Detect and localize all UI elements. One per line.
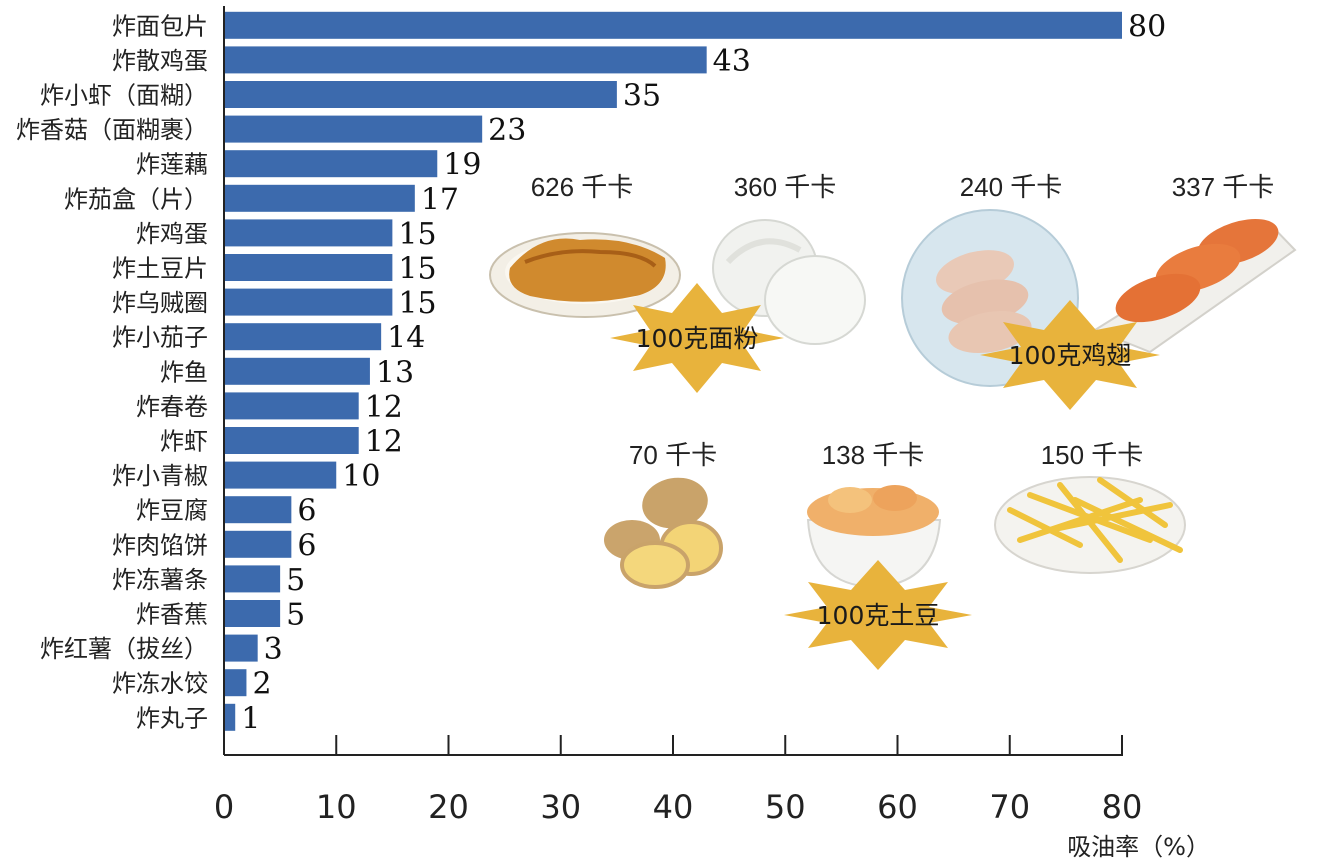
category-label: 炸豆腐 — [136, 497, 208, 525]
bar — [224, 669, 247, 697]
bar — [224, 600, 281, 627]
bar — [224, 46, 707, 74]
bar — [224, 703, 236, 731]
value-label: 6 — [297, 528, 316, 563]
category-label: 炸冻薯条 — [112, 566, 208, 594]
bar — [224, 461, 337, 489]
x-tick-label: 70 — [989, 788, 1030, 826]
category-label: 炸春卷 — [136, 393, 208, 421]
x-tick-label: 80 — [1102, 788, 1143, 826]
x-tick-label: 60 — [877, 788, 918, 826]
star-badge-potato: 100克土豆 — [784, 560, 972, 670]
bar — [224, 219, 393, 247]
french-fries-plate-image — [994, 476, 1186, 574]
x-tick-label: 20 — [428, 788, 469, 826]
value-label: 12 — [365, 390, 403, 425]
value-label: 12 — [365, 425, 403, 460]
x-tick-label: 50 — [765, 788, 806, 826]
category-label: 炸丸子 — [136, 704, 208, 732]
potatoes-image — [604, 477, 723, 589]
steamed-buns-image — [712, 219, 866, 345]
bar — [224, 81, 617, 108]
category-label: 炸小茄子 — [112, 324, 208, 352]
bar — [224, 323, 382, 351]
category-label: 炸冻水饺 — [112, 670, 208, 698]
bar — [224, 565, 281, 593]
category-label: 炸面包片 — [112, 12, 208, 40]
value-label: 1 — [241, 701, 260, 736]
value-label: 80 — [1128, 9, 1166, 44]
bars-group: 炸面包片 80 炸散鸡蛋 43 炸小虾（面糊） 35 炸香菇（面糊裹） 23 炸莲藕 19 炸茄盒（… — [16, 9, 1166, 736]
value-label: 15 — [398, 217, 436, 252]
star-label-chicken-wing: 100克鸡翅 — [1009, 341, 1132, 370]
category-label: 炸散鸡蛋 — [112, 47, 208, 75]
category-label: 炸鱼 — [160, 358, 208, 386]
bar — [224, 634, 258, 662]
x-tick-label: 0 — [214, 788, 234, 826]
category-label: 炸虾 — [160, 428, 208, 456]
category-label: 炸红薯（拔丝） — [40, 635, 208, 663]
value-label: 19 — [443, 148, 481, 183]
kcal-label-raw-wing: 240 千卡 — [960, 172, 1063, 202]
star-badge-flour: 100克面粉 — [610, 283, 784, 393]
value-label: 15 — [398, 252, 436, 287]
bar — [224, 530, 292, 558]
fried-dough-stick-plate-image — [489, 232, 681, 318]
category-label: 炸小青椒 — [112, 462, 208, 490]
kcal-label-potato: 70 千卡 — [629, 440, 717, 470]
bar — [224, 184, 415, 212]
category-label: 炸肉馅饼 — [112, 531, 208, 559]
value-label: 5 — [286, 563, 305, 598]
potato-chips-bowl-image — [806, 485, 942, 589]
kcal-label-chips: 138 千卡 — [822, 440, 925, 470]
value-label: 43 — [713, 44, 751, 79]
bar — [224, 427, 359, 454]
value-label: 13 — [376, 355, 414, 390]
value-label: 17 — [421, 182, 459, 217]
bar — [224, 288, 393, 316]
category-label: 炸小虾（面糊） — [40, 82, 208, 110]
star-label-potato: 100克土豆 — [817, 601, 940, 630]
insets — [489, 209, 1297, 589]
kcal-label-fried-wing: 337 千卡 — [1172, 172, 1275, 202]
x-tick-label: 10 — [316, 788, 357, 826]
x-axis-title: 吸油率（%） — [1067, 833, 1210, 861]
value-label: 35 — [623, 79, 661, 114]
star-badge-chicken-wing: 100克鸡翅 — [980, 300, 1160, 410]
value-label: 3 — [264, 632, 283, 667]
bar — [224, 357, 370, 385]
kcal-label-fries: 150 千卡 — [1041, 440, 1144, 470]
value-label: 14 — [387, 321, 425, 356]
category-label: 炸茄盒（片） — [64, 185, 208, 213]
bar — [224, 115, 483, 143]
x-axis: 0 10 20 30 40 50 60 70 80 — [214, 6, 1143, 826]
category-label: 炸土豆片 — [112, 255, 208, 283]
kcal-label-steamed-bun: 360 千卡 — [734, 172, 837, 202]
raw-chicken-wings-plate-image — [901, 209, 1079, 387]
category-label: 炸香蕉 — [136, 601, 208, 629]
bar — [224, 254, 393, 281]
value-label: 10 — [342, 459, 380, 494]
bar — [224, 150, 438, 178]
x-tick-label: 30 — [540, 788, 581, 826]
category-label: 炸鸡蛋 — [136, 220, 208, 248]
bar — [224, 392, 359, 420]
category-label: 炸香菇（面糊裹） — [16, 116, 208, 144]
x-tick-label: 40 — [653, 788, 694, 826]
kcal-label-fried-dough: 626 千卡 — [531, 172, 634, 202]
value-label: 6 — [297, 494, 316, 529]
bar — [224, 496, 292, 524]
category-label: 炸乌贼圈 — [112, 289, 208, 317]
value-label: 15 — [398, 286, 436, 321]
bar — [224, 11, 1122, 39]
value-label: 2 — [252, 667, 271, 702]
fried-chicken-wings-tray-image — [1092, 218, 1297, 354]
category-label: 炸莲藕 — [136, 151, 208, 179]
value-label: 23 — [488, 113, 526, 148]
value-label: 5 — [286, 598, 305, 633]
star-label-flour: 100克面粉 — [636, 324, 759, 353]
